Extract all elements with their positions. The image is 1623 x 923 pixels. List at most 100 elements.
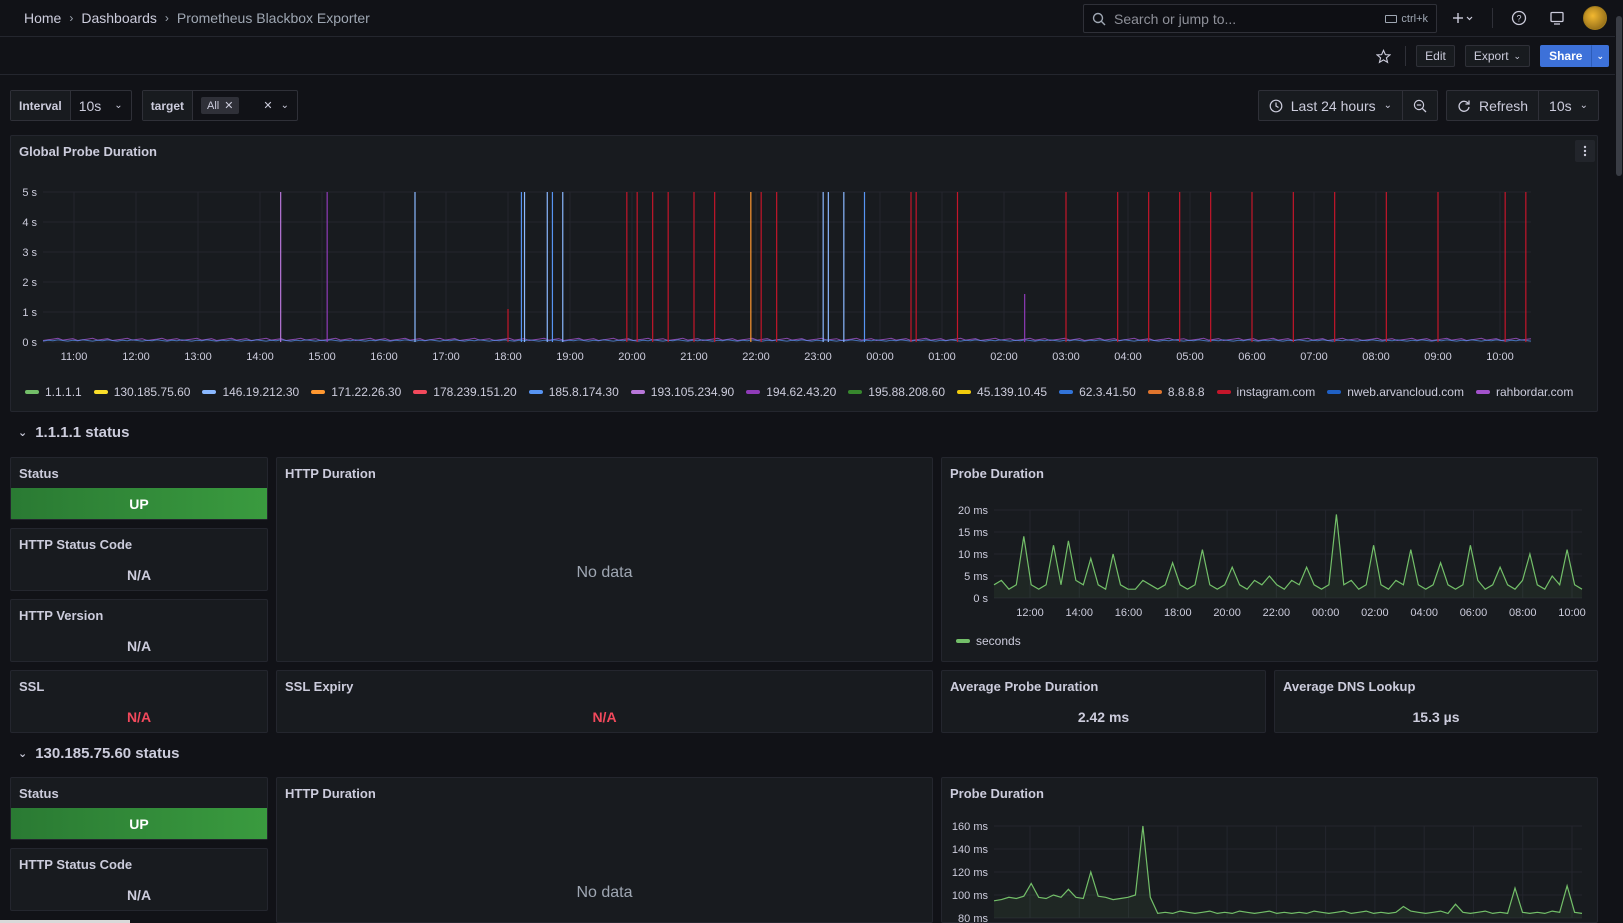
legend-label: 45.139.10.45 [977,385,1048,399]
scrollbar-thumb[interactable] [1616,16,1622,176]
dashboard-toolbar: Edit Export ⌄ Share ⌄ [0,37,1623,75]
target-variable: target All ✕ ✕ ⌄ [141,90,299,121]
global-probe-chart[interactable]: 5 s 4 s 3 s 2 s 1 s 0 s 11:00 12:00 13:00 14:00 15… [11,176,1597,386]
legend-item[interactable]: 62.3.41.50 [1059,385,1136,399]
y-tick-label: 3 s [22,247,37,259]
series-line-baseline [42,339,1532,342]
legend-swatch [957,390,972,394]
breadcrumb-dashboards[interactable]: Dashboards [81,10,157,26]
target-label: target [142,91,194,120]
legend-swatch [1216,390,1231,394]
refresh-interval-picker[interactable]: 10s ⌄ [1538,91,1598,120]
legend-item[interactable]: 8.8.8.8 [1147,385,1205,399]
legend-swatch [746,390,761,394]
top-nav: Home › Dashboards › Prometheus Blackbox … [0,0,1623,37]
http-status-code-panel: HTTP Status Code N/A [10,528,268,591]
panel-menu-button[interactable] [1575,140,1595,162]
legend-item[interactable]: rahbordar.com [1475,385,1573,399]
legend-item[interactable]: nweb.arvancloud.com [1327,385,1464,399]
legend-label: 8.8.8.8 [1167,385,1205,399]
x-tick-label: 12:00 [122,351,150,363]
legend-item[interactable]: 130.185.75.60 [93,385,191,399]
stat-value: N/A [592,709,617,725]
time-range-picker[interactable]: Last 24 hours ⌄ [1259,91,1402,120]
y-tick-label: 5 s [22,187,37,199]
y-tick-label: 4 s [22,217,37,229]
row-header-1[interactable]: ⌄ 1.1.1.1 status [18,424,129,441]
horizontal-scroll-indicator [0,920,130,923]
x-tick-label: 19:00 [556,351,584,363]
x-tick-label: 06:00 [1238,351,1266,363]
x-tick-label: 12:00 [1016,607,1044,619]
legend-swatch [202,390,217,394]
stat-value: N/A [126,709,152,725]
x-tick-label: 08:00 [1362,351,1390,363]
panel-title: HTTP Status Code [19,857,133,872]
legend-item[interactable]: 194.62.43.20 [746,385,836,399]
legend-item[interactable]: 185.8.174.30 [528,385,619,399]
divider [1492,8,1493,28]
target-select[interactable]: All ✕ ✕ ⌄ [193,91,297,120]
time-range-group: Last 24 hours ⌄ [1257,90,1438,121]
ssl-panel: SSL N/A [10,670,268,733]
share-button[interactable]: Share [1540,45,1592,67]
legend-item[interactable]: instagram.com [1216,385,1315,399]
legend-item[interactable]: 45.139.10.45 [957,385,1047,399]
stat-value: N/A [126,567,152,583]
top-icons: ? [1448,6,1607,30]
legend-swatch [413,390,428,394]
add-new-button[interactable] [1448,6,1478,30]
legend-label: 194.62.43.20 [766,385,837,399]
variables-bar: Interval 10s ⌄ target All ✕ ✕ ⌄ [10,90,299,121]
breadcrumb-home[interactable]: Home [24,10,62,26]
legend-item[interactable]: 146.19.212.30 [202,385,299,399]
chevron-down-icon: ⌄ [280,100,290,111]
interval-select[interactable]: 10s ⌄ [71,91,131,120]
panel-title: HTTP Duration [285,466,376,481]
clear-icon[interactable]: ✕ [263,100,273,112]
page-scrollbar[interactable] [1615,0,1623,923]
share-dropdown-button[interactable]: ⌄ [1591,45,1609,67]
panel-title: HTTP Status Code [19,537,133,552]
x-tick-label: 18:00 [494,351,522,363]
legend-item[interactable]: 1.1.1.1 [25,385,82,399]
legend-item[interactable]: 195.88.208.60 [848,385,945,399]
probe-duration-chart[interactable]: 20 ms 15 ms 10 ms 5 ms 0 s 12:00 14:00 16:00 18:… [942,498,1597,638]
legend-item[interactable]: 193.105.234.90 [630,385,734,399]
legend-item[interactable]: 171.22.26.30 [311,385,401,399]
legend-item[interactable]: 178.239.151.20 [413,385,517,399]
refresh-button[interactable]: Refresh [1447,91,1538,120]
remove-chip-icon[interactable]: ✕ [224,100,234,112]
news-button[interactable] [1545,6,1569,30]
chevron-down-icon: ⌄ [18,427,28,439]
legend-swatch [528,390,543,394]
probe-duration-chart[interactable]: 160 ms 140 ms 120 ms 100 ms 80 ms [942,814,1597,923]
zoom-out-button[interactable] [1402,91,1437,120]
x-tick-label: 03:00 [1052,351,1080,363]
avatar[interactable] [1583,6,1607,30]
row-title: 1.1.1.1 status [35,424,130,441]
export-button[interactable]: Export ⌄ [1464,45,1531,67]
y-tick-label: 20 ms [958,505,988,517]
y-tick-label: 120 ms [952,867,989,879]
search-icon [1092,12,1106,25]
search-input[interactable]: Search or jump to... ctrl+k [1083,4,1437,33]
refresh-icon [1458,100,1470,112]
keyboard-icon [1385,14,1398,23]
probe-duration-panel: Probe Duration 160 ms 140 ms 120 ms 100 ms 8… [941,777,1598,923]
star-button[interactable] [1371,44,1395,68]
y-tick-label: 10 ms [958,549,988,561]
no-data-message: No data [576,884,633,901]
http-status-code-panel: HTTP Status Code N/A [10,848,268,911]
row-header-2[interactable]: ⌄ 130.185.75.60 status [18,745,180,762]
legend-label: 178.239.151.20 [433,385,517,399]
help-button[interactable]: ? [1507,6,1531,30]
legend-item[interactable]: seconds [956,634,1021,648]
legend-label: 130.185.75.60 [113,385,191,399]
series-area-seconds [994,514,1582,598]
y-tick-label: 0 s [22,337,37,349]
edit-button[interactable]: Edit [1416,45,1455,67]
y-tick-label: 5 ms [964,571,988,583]
chevron-down-icon: ⌄ [1383,100,1392,111]
panel-title: Average DNS Lookup [1283,679,1416,694]
